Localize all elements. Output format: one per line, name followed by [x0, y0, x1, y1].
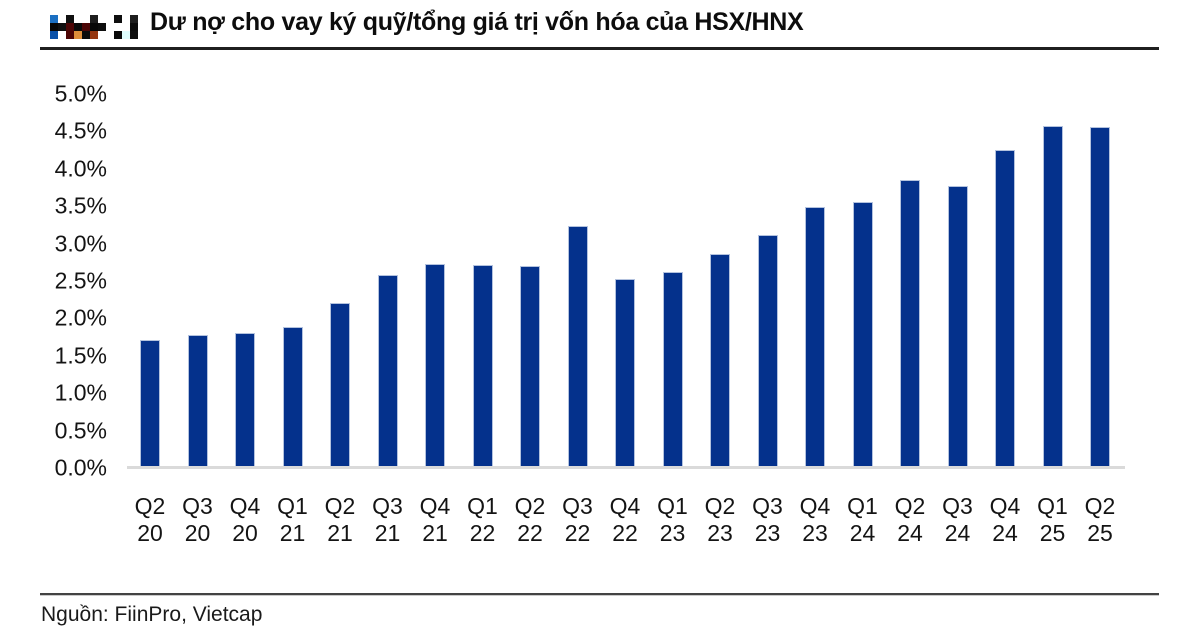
bar-q4-21 — [425, 263, 445, 468]
x-axis-line — [127, 466, 1125, 469]
logo-pixel — [50, 15, 58, 23]
logo-pixel — [114, 15, 122, 23]
bar-q1-25 — [1042, 126, 1063, 468]
logo-pixel — [98, 23, 106, 31]
y-axis-tick-label: 2.5% — [54, 267, 107, 294]
bar-q4-22 — [615, 278, 635, 468]
header-divider — [40, 47, 1159, 50]
logo-pixel — [66, 23, 74, 31]
bar-q4-20 — [235, 332, 255, 468]
y-axis-tick-label: 0.0% — [54, 454, 107, 481]
bar-q4-24 — [995, 150, 1015, 468]
logo-pixel — [66, 15, 74, 23]
x-axis-category-label: Q3 23 — [752, 493, 783, 546]
logo-pixel — [50, 31, 58, 39]
x-axis-category-label: Q3 20 — [182, 493, 213, 546]
x-axis-category-label: Q4 21 — [419, 493, 451, 546]
y-axis-tick-label: 0.5% — [54, 417, 107, 444]
x-axis-category-label: Q2 21 — [324, 493, 356, 546]
x-axis-category-label: Q4 24 — [989, 493, 1021, 546]
x-axis-category-label: Q1 23 — [657, 493, 688, 546]
bar-q1-23 — [662, 272, 683, 468]
bar-q2-22 — [520, 266, 540, 468]
bar-q2-21 — [330, 302, 350, 468]
x-axis-category-label: Q2 23 — [704, 493, 736, 546]
bar-q3-22 — [567, 225, 588, 468]
x-axis-category-label: Q2 25 — [1084, 493, 1116, 546]
y-axis-tick-label: 3.5% — [54, 192, 107, 219]
logo-pixel — [66, 31, 74, 39]
logo-pixel — [74, 23, 82, 31]
y-axis-tick-label: 1.5% — [54, 342, 107, 369]
y-axis-tick-label: 5.0% — [54, 80, 107, 107]
x-axis-category-label: Q3 21 — [372, 493, 403, 546]
bar-chart: 5.0% 4.5% 4.0% 3.5% 3.0% 2.5% 2.0% 1.5% 1.0% 0.5%… — [0, 55, 1191, 555]
bar-q3-23 — [757, 234, 778, 468]
bar-q3-21 — [377, 275, 398, 468]
bar-q1-21 — [282, 326, 303, 468]
y-axis-tick-label: 4.0% — [54, 155, 107, 182]
y-axis-tick-label: 2.0% — [54, 304, 107, 331]
y-axis-tick-label: 3.0% — [54, 230, 107, 257]
x-axis-category-label: Q3 24 — [942, 493, 973, 546]
logo-pixel — [122, 31, 130, 39]
x-axis-category-label: Q4 20 — [229, 493, 261, 546]
bar-q2-24 — [900, 180, 920, 468]
logo-pixel — [90, 31, 98, 39]
x-axis-category-label: Q1 21 — [277, 493, 308, 546]
logo-pixel — [130, 31, 138, 39]
x-axis-category-label: Q1 22 — [467, 493, 498, 546]
bar-q1-24 — [852, 201, 873, 468]
bar-q2-25 — [1090, 126, 1110, 468]
logo-pixel — [82, 23, 90, 31]
x-axis-category-label: Q2 20 — [134, 493, 166, 546]
vietcap-logo-icon — [42, 15, 138, 39]
x-axis-category-label: Q2 24 — [894, 493, 926, 546]
logo-pixel — [90, 15, 98, 23]
y-axis-tick-label: 1.0% — [54, 379, 107, 406]
x-axis-category-label: Q2 22 — [514, 493, 546, 546]
logo-pixel — [114, 31, 122, 39]
logo-pixel — [74, 31, 82, 39]
logo-pixel — [58, 23, 66, 31]
bar-q3-24 — [947, 186, 968, 468]
bar-q2-20 — [140, 340, 160, 468]
x-axis-category-label: Q3 22 — [562, 493, 593, 546]
footer-divider — [40, 593, 1159, 596]
source-note: Nguồn: FiinPro, Vietcap — [41, 603, 263, 626]
logo-pixel — [130, 23, 138, 31]
bar-q1-22 — [472, 264, 493, 468]
logo-pixel — [90, 23, 98, 31]
x-axis-category-label: Q1 25 — [1037, 493, 1068, 546]
logo-pixel — [130, 15, 138, 23]
chart-title: Dư nợ cho vay ký quỹ/tổng giá trị vốn hó… — [150, 8, 804, 36]
logo-pixel — [50, 23, 58, 31]
bar-q3-20 — [187, 334, 208, 468]
x-axis-category-label: Q4 23 — [799, 493, 831, 546]
x-axis-category-label: Q4 22 — [609, 493, 641, 546]
bar-q2-23 — [710, 254, 730, 468]
x-axis-category-label: Q1 24 — [847, 493, 878, 546]
bar-q4-23 — [805, 206, 825, 468]
logo-pixel — [82, 31, 90, 39]
y-axis-tick-label: 4.5% — [54, 117, 107, 144]
